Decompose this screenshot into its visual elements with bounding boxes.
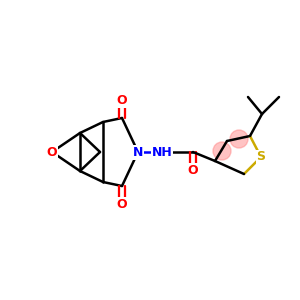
Circle shape bbox=[213, 142, 231, 160]
Text: O: O bbox=[117, 94, 127, 106]
Text: N: N bbox=[133, 146, 143, 158]
Text: O: O bbox=[117, 197, 127, 211]
Circle shape bbox=[230, 130, 248, 148]
Text: S: S bbox=[256, 151, 266, 164]
Text: NH: NH bbox=[152, 146, 172, 158]
Text: O: O bbox=[188, 164, 198, 176]
Text: O: O bbox=[47, 146, 57, 158]
